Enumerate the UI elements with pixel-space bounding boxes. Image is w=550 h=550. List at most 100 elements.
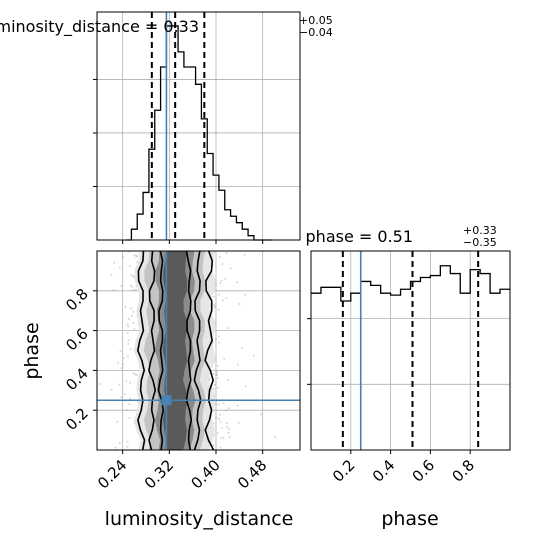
phase-ytick-label-0: 0.2 — [62, 404, 92, 434]
sample-point — [127, 342, 130, 345]
joint-density-fill — [133, 251, 217, 450]
sample-point — [125, 409, 128, 412]
luminosity-distance-title: luminosity_distance = 0.33 — [0, 17, 199, 37]
sample-point — [212, 341, 215, 344]
sample-point — [220, 437, 223, 440]
sample-point — [238, 302, 241, 305]
sample-point — [134, 373, 137, 376]
sample-point — [114, 446, 117, 449]
sample-point — [222, 402, 225, 405]
sample-point — [213, 306, 216, 309]
sample-point — [217, 417, 220, 420]
sample-point — [215, 416, 218, 419]
sample-point — [129, 264, 132, 267]
luminosity-distance-hist-step — [125, 25, 272, 241]
sample-point — [215, 402, 218, 405]
sample-point — [129, 381, 132, 384]
sample-point — [136, 260, 139, 263]
contour-inner-right — [185, 251, 193, 450]
sample-point — [212, 422, 215, 425]
sample-point — [237, 421, 240, 424]
sample-point — [117, 361, 120, 364]
sample-point — [221, 262, 224, 265]
joint-density-truth-lines — [97, 251, 300, 450]
sample-point — [227, 428, 230, 431]
sample-point — [212, 295, 215, 298]
sample-point — [219, 413, 222, 416]
sample-point — [130, 274, 133, 277]
sample-point — [124, 305, 127, 308]
sample-point — [130, 315, 133, 318]
sample-point — [113, 261, 116, 264]
luminosity-distance-marginal-grid — [97, 12, 300, 240]
ld-xtick-label-2: 0.40 — [187, 456, 223, 492]
joint-density-frame — [96, 250, 301, 451]
sample-point — [116, 420, 119, 423]
sample-point — [217, 293, 220, 296]
sample-point — [119, 350, 122, 353]
joint-truth-marker — [161, 395, 172, 406]
luminosity-distance-marginal-panel: luminosity_distance = 0.33 +0.05 −0.04 — [0, 11, 333, 244]
sample-point — [121, 256, 124, 259]
sample-point — [222, 299, 225, 302]
phase-ytick-label-2: 0.6 — [62, 325, 92, 355]
sample-point — [212, 444, 215, 447]
sample-point — [132, 275, 135, 278]
sample-point — [99, 382, 102, 385]
sample-point — [110, 274, 113, 277]
sample-point — [87, 401, 89, 403]
sample-point — [244, 385, 247, 388]
sample-point — [236, 363, 239, 366]
sample-point — [236, 281, 239, 284]
sample-point — [127, 325, 130, 328]
sample-point — [126, 355, 129, 358]
sample-point — [217, 308, 220, 311]
sample-point — [131, 288, 134, 291]
sample-point — [120, 284, 123, 287]
ld-xtick-label-1: 0.32 — [141, 456, 177, 492]
contour-outer-left — [136, 251, 146, 450]
sample-point — [126, 440, 129, 443]
sample-point — [118, 442, 121, 445]
sample-point — [216, 377, 219, 380]
sample-point — [274, 435, 277, 438]
sample-point — [110, 388, 113, 391]
luminosity-distance-marginal-frame — [96, 11, 301, 241]
phase-xtick-label-3: 0.8 — [448, 456, 478, 486]
sample-point — [132, 310, 135, 313]
sample-point — [133, 327, 136, 330]
phase-ylabel: phase — [21, 322, 43, 379]
sample-point — [241, 347, 244, 350]
sample-point — [128, 397, 131, 400]
sample-point — [226, 379, 229, 382]
sample-point — [218, 256, 221, 259]
sample-point — [136, 255, 139, 258]
sample-point — [129, 348, 132, 351]
sample-point — [131, 285, 134, 288]
luminosity-distance-marginal-yticks — [93, 78, 264, 244]
sample-point — [133, 254, 136, 257]
ld-xtick-label-3: 0.48 — [234, 456, 270, 492]
joint-density-panel: 0.24 0.32 0.40 0.48 0.2 0.4 0.6 0.8 — [62, 250, 301, 492]
sample-point — [244, 293, 247, 296]
sample-point — [85, 432, 87, 434]
sample-point — [219, 282, 222, 285]
phase-histogram — [311, 265, 510, 302]
phase-xtick-label-2: 0.6 — [409, 456, 439, 486]
phase-hist-step — [311, 265, 510, 302]
contour-inner-left — [157, 251, 165, 450]
sample-point — [127, 339, 130, 342]
sample-point — [225, 422, 228, 425]
sample-point — [229, 267, 232, 270]
sample-point — [112, 288, 115, 291]
sample-point — [129, 307, 132, 310]
contour-mid-right — [193, 251, 202, 450]
sample-point — [227, 327, 230, 330]
phase-xlabel: phase — [381, 508, 438, 530]
contour-outer-right — [204, 251, 215, 450]
sample-point — [236, 404, 239, 407]
sample-point — [212, 372, 215, 375]
sample-point — [126, 445, 129, 448]
phase-title-plus: +0.33 — [463, 224, 497, 237]
